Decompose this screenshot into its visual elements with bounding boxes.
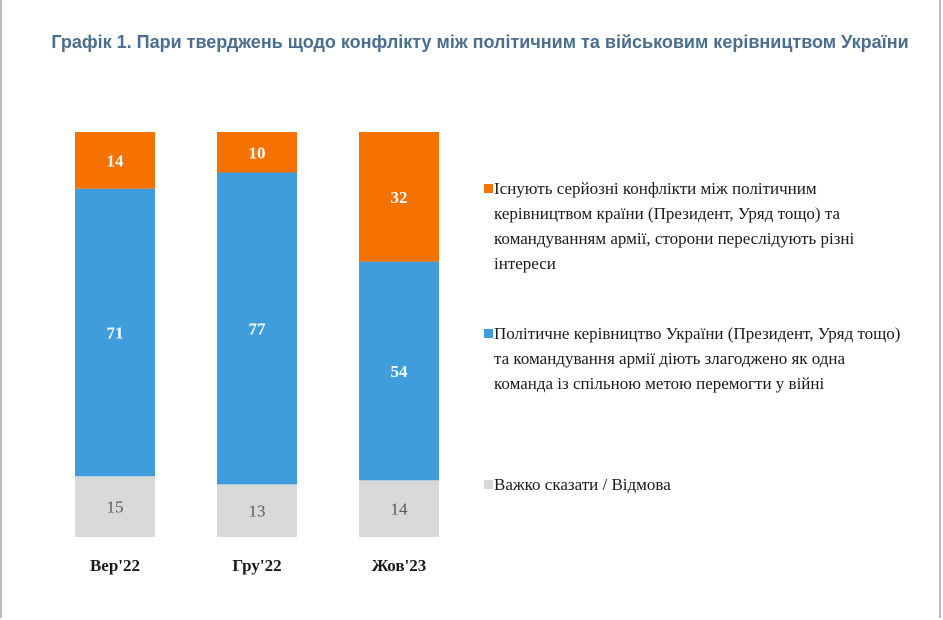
data-label-conflict-3: 32 <box>391 188 408 207</box>
legend-label-conflict: Існують серйозні конфлікти між політични… <box>494 179 855 273</box>
bar-dont-know-1 <box>75 476 155 537</box>
x-tick-label-3: Жов'23 <box>372 556 427 575</box>
bar-conflict-2 <box>217 132 297 173</box>
legend-swatch-united <box>484 329 493 338</box>
data-label-dont-know-1: 15 <box>107 498 124 517</box>
bar-conflict-3 <box>359 132 439 262</box>
legend-label-dont-know: Важко сказати / Відмова <box>494 475 671 494</box>
bar-dont-know-3 <box>359 480 439 537</box>
bar-conflict-1 <box>75 132 155 189</box>
legend-item-united: Політичне керівництво України (Президент… <box>484 321 904 396</box>
bar-united-3 <box>359 261 439 481</box>
legend-item-dont-know: Важко сказати / Відмова <box>484 472 904 497</box>
data-label-dont-know-3: 14 <box>391 500 409 519</box>
data-label-united-1: 71 <box>107 323 124 342</box>
bar-united-1 <box>75 188 155 477</box>
legend-swatch-conflict <box>484 184 493 193</box>
legend-swatch-dont-know <box>484 480 493 489</box>
x-tick-label-1: Вер'22 <box>90 556 140 575</box>
legend-item-conflict: Існують серйозні конфлікти між політични… <box>484 176 904 276</box>
bar-united-2 <box>217 172 297 485</box>
data-label-dont-know-2: 13 <box>249 502 266 521</box>
data-label-united-3: 54 <box>391 362 409 381</box>
x-tick-label-2: Гру'22 <box>232 556 281 575</box>
chart-title: Графік 1. Пари тверджень щодо конфлікту … <box>51 32 909 52</box>
legend-label-united: Політичне керівництво України (Президент… <box>494 324 901 393</box>
data-label-conflict-2: 10 <box>249 143 266 162</box>
data-label-united-2: 77 <box>249 319 267 338</box>
data-label-conflict-1: 14 <box>107 151 125 170</box>
bar-dont-know-2 <box>217 484 297 537</box>
